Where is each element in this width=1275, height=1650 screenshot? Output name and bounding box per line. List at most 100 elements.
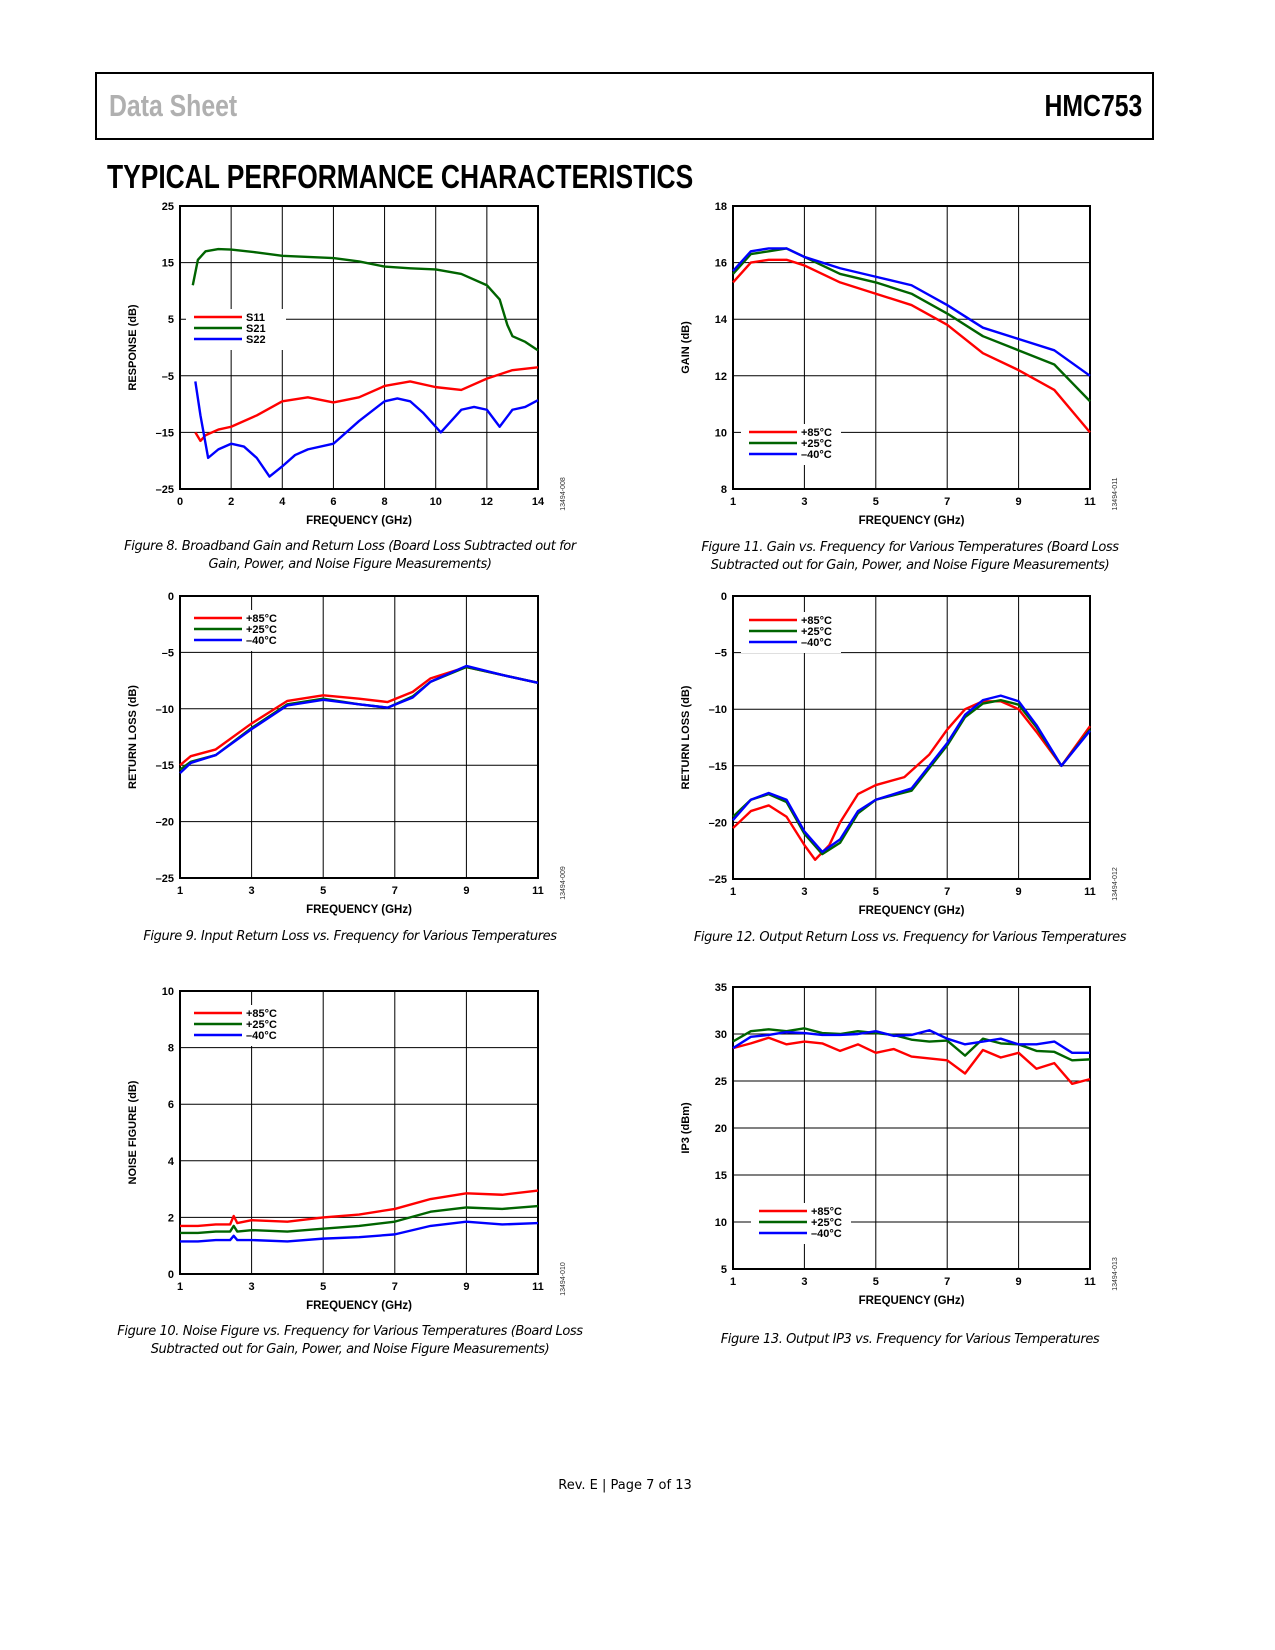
figure-13-caption: Figure 13. Output IP3 vs. Frequency for …: [720, 1332, 1100, 1347]
legend-label: –40°C: [246, 635, 277, 647]
x-tick-label: 2: [228, 496, 234, 508]
legend-label: +85°C: [246, 613, 277, 625]
legend-label: +85°C: [801, 427, 832, 439]
page-header: Data Sheet HMC753: [95, 72, 1154, 140]
chart-figure-11: 1 3 5 7 9 11 8 10 12 14 16 18 FREQUENCY (GHz) GAIN (d…: [680, 201, 1119, 527]
y-tick-label: –15: [709, 761, 727, 773]
y-tick-label: –25: [156, 484, 174, 496]
y-tick-label: –5: [715, 648, 727, 660]
y-tick-label: –20: [156, 817, 174, 829]
series-line: [194, 366, 539, 443]
x-tick-label: 8: [382, 496, 388, 508]
page-footer: Rev. E | Page 7 of 13: [558, 1478, 692, 1493]
plot-frame: [179, 205, 539, 490]
x-tick-label: 4: [279, 496, 286, 508]
y-tick-label: –10: [709, 704, 727, 716]
series-line: [194, 381, 539, 478]
y-tick-label: 8: [721, 484, 727, 496]
x-tick-label: 11: [532, 1281, 544, 1293]
figure-code: 13494-012: [1112, 867, 1119, 901]
x-tick-label: 3: [801, 496, 807, 508]
legend-label: +25°C: [246, 1019, 277, 1031]
y-tick-label: 16: [715, 258, 727, 270]
x-axis-label: FREQUENCY (GHz): [306, 1300, 412, 1312]
x-tick-label: 7: [392, 885, 398, 897]
legend-label: S11: [246, 312, 265, 324]
y-tick-label: 14: [715, 314, 728, 326]
series-line: [732, 1029, 1090, 1055]
y-tick-label: –5: [162, 371, 174, 383]
x-tick-label: 10: [430, 496, 442, 508]
y-tick-label: 25: [162, 201, 174, 213]
plot-frame: [732, 595, 1091, 880]
x-axis-label: FREQUENCY (GHz): [859, 1295, 965, 1307]
y-axis-label: IP3 (dBm): [680, 1102, 692, 1154]
figure-9-caption: Figure 9. Input Return Loss vs. Frequenc…: [143, 929, 557, 944]
x-tick-label: 5: [320, 885, 326, 897]
legend-label: +85°C: [246, 1008, 277, 1020]
x-tick-label: 7: [944, 886, 950, 898]
chart-figure-9: 1 3 5 7 9 11 –25 –20 –15 –10 –5 0 FREQUENCY (GHz) RET…: [127, 591, 567, 916]
series-line: [732, 700, 1091, 861]
x-tick-label: 3: [249, 885, 255, 897]
y-tick-label: 15: [162, 258, 174, 270]
y-tick-label: 18: [715, 201, 727, 213]
x-tick-label: 14: [532, 496, 545, 508]
y-axis-label: RETURN LOSS (dB): [127, 685, 139, 789]
legend-label: +85°C: [811, 1206, 842, 1218]
y-tick-label: –25: [709, 874, 727, 886]
x-tick-label: 9: [1016, 496, 1022, 508]
legend-label: S22: [246, 334, 266, 346]
y-tick-label: 2: [168, 1212, 174, 1224]
x-tick-label: 12: [481, 496, 493, 508]
figure-8-caption: Figure 8. Broadband Gain and Return Loss…: [124, 539, 576, 572]
x-tick-label: 9: [463, 1281, 469, 1293]
x-tick-label: 3: [249, 1281, 255, 1293]
legend-label: –40°C: [811, 1228, 842, 1240]
y-tick-label: 12: [715, 371, 727, 383]
series-line: [179, 665, 539, 767]
x-tick-label: 5: [873, 1276, 879, 1288]
x-tick-label: 7: [392, 1281, 398, 1293]
x-tick-label: 1: [730, 496, 736, 508]
series-line: [179, 664, 539, 774]
series-line: [191, 247, 539, 352]
x-tick-label: 7: [944, 496, 950, 508]
legend-label: +85°C: [801, 615, 832, 627]
x-tick-label: 1: [177, 885, 183, 897]
chart-figure-10: 1 3 5 7 9 11 0 2 4 6 8 10 FREQUENCY (GHz) NOISE FIGUR…: [127, 986, 567, 1312]
x-tick-label: 5: [320, 1281, 326, 1293]
series-line: [180, 1189, 539, 1228]
figure-11-caption: Figure 11. Gain vs. Frequency for Variou…: [701, 540, 1119, 573]
legend-label: +25°C: [246, 624, 277, 636]
x-tick-label: 5: [873, 496, 879, 508]
plot-frame: [732, 986, 1091, 1270]
plot-frame: [732, 205, 1091, 490]
figure-code: 13494-008: [560, 477, 567, 511]
figure-code: 13494-011: [1112, 477, 1119, 510]
figure-12-caption: Figure 12. Output Return Loss vs. Freque…: [693, 930, 1127, 945]
x-tick-label: 0: [177, 496, 183, 508]
y-tick-label: 35: [715, 982, 727, 994]
legend-label: –40°C: [801, 637, 832, 649]
legend-label: –40°C: [801, 449, 832, 461]
y-tick-label: 25: [715, 1076, 727, 1088]
header-part-number: HMC753: [1044, 88, 1142, 123]
figure-code: 13494-010: [560, 1262, 567, 1296]
y-tick-label: 0: [721, 591, 727, 603]
x-tick-label: 1: [730, 1276, 736, 1288]
x-tick-label: 9: [1016, 1276, 1022, 1288]
series-line: [732, 694, 1091, 854]
x-axis-label: FREQUENCY (GHz): [306, 904, 412, 916]
section-title: TYPICAL PERFORMANCE CHARACTERISTICS: [107, 158, 694, 195]
y-tick-label: –15: [156, 427, 174, 439]
y-tick-label: 4: [168, 1156, 175, 1168]
y-tick-label: –10: [156, 704, 174, 716]
x-tick-label: 3: [801, 886, 807, 898]
y-axis-label: RESPONSE (dB): [127, 304, 139, 391]
series-line: [732, 247, 1091, 377]
legend-label: +25°C: [801, 626, 832, 638]
figure-10-caption: Figure 10. Noise Figure vs. Frequency fo…: [117, 1324, 583, 1357]
series-line: [180, 1220, 539, 1243]
